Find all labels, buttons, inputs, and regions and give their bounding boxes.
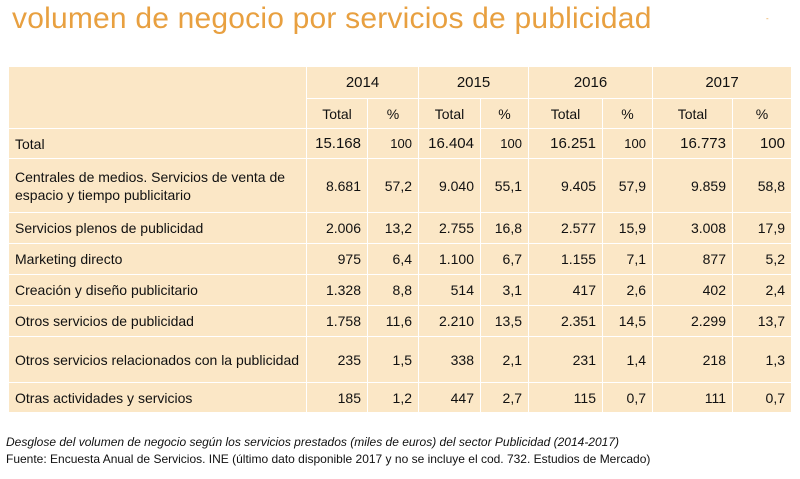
year-header-2015: 2015 <box>418 66 529 99</box>
cell-total-2017: 111 <box>652 382 733 413</box>
cell-total-2016: 115 <box>528 382 603 413</box>
cell-pct-2015: 6,7 <box>480 243 529 275</box>
cell-pct-2017: 2,4 <box>732 274 792 306</box>
row-label: Creación y diseño publicitario <box>8 274 307 306</box>
cell-pct-2016: 2,6 <box>602 274 653 306</box>
cell-total-2014: 975 <box>306 243 368 275</box>
cell-pct-2015: 3,1 <box>480 274 529 306</box>
table-row: Otras actividades y servicios 185 1,2 44… <box>8 382 792 413</box>
cell-pct-2017: 1,3 <box>732 336 792 383</box>
cell-total-2014: 8.681 <box>306 158 368 213</box>
cell-total-2017: 16.773 <box>652 128 733 159</box>
table-row: Creación y diseño publicitario 1.328 8,8… <box>8 274 792 306</box>
cell-pct-2015: 100 <box>480 128 529 159</box>
subheader-total: Total <box>528 98 603 129</box>
cell-pct-2016: 57,9 <box>602 158 653 213</box>
row-label: Marketing directo <box>8 243 307 275</box>
row-label: Centrales de medios. Servicios de venta … <box>8 158 307 213</box>
cell-total-2015: 447 <box>418 382 481 413</box>
cell-total-2014: 1.758 <box>306 305 368 337</box>
cell-total-2017: 9.859 <box>652 158 733 213</box>
cell-total-2016: 16.251 <box>528 128 603 159</box>
subheader-total: Total <box>418 98 481 129</box>
cell-pct-2014: 11,6 <box>367 305 419 337</box>
cell-total-2017: 2.299 <box>652 305 733 337</box>
cell-total-2016: 2.351 <box>528 305 603 337</box>
cell-pct-2015: 16,8 <box>480 212 529 244</box>
row-label: Otras actividades y servicios <box>8 382 307 413</box>
subheader-percent: % <box>367 98 419 129</box>
business-volume-table: 2014 2015 2016 2017 Total % Total % Tota… <box>8 66 792 413</box>
table-caption: Desglose del volumen de negocio según lo… <box>6 435 620 449</box>
table-row: Centrales de medios. Servicios de venta … <box>8 158 792 213</box>
cell-total-2017: 877 <box>652 243 733 275</box>
cell-pct-2015: 13,5 <box>480 305 529 337</box>
cell-total-2015: 2.210 <box>418 305 481 337</box>
subheader-percent: % <box>480 98 529 129</box>
cell-total-2015: 16.404 <box>418 128 481 159</box>
source-note: Fuente: Encuesta Anual de Servicios. INE… <box>6 452 651 466</box>
table-row: Servicios plenos de publicidad 2.006 13,… <box>8 212 792 244</box>
year-header-2014: 2014 <box>306 66 419 99</box>
page-title: volumen de negocio por servicios de publ… <box>12 2 652 35</box>
cell-total-2016: 231 <box>528 336 603 383</box>
cell-pct-2017: 100 <box>732 128 792 159</box>
cell-pct-2014: 13,2 <box>367 212 419 244</box>
cell-pct-2015: 2,7 <box>480 382 529 413</box>
cell-pct-2017: 58,8 <box>732 158 792 213</box>
row-label: Servicios plenos de publicidad <box>8 212 307 244</box>
table-row: Otros servicios de publicidad 1.758 11,6… <box>8 305 792 337</box>
table-row-total: Total 15.168 100 16.404 100 16.251 100 1… <box>8 128 792 159</box>
cell-total-2017: 3.008 <box>652 212 733 244</box>
table-row: Marketing directo 975 6,4 1.100 6,7 1.15… <box>8 243 792 275</box>
cell-total-2015: 2.755 <box>418 212 481 244</box>
cell-total-2016: 9.405 <box>528 158 603 213</box>
cell-pct-2016: 1,4 <box>602 336 653 383</box>
year-header-2017: 2017 <box>652 66 792 99</box>
subheader-percent: % <box>732 98 792 129</box>
cell-total-2017: 402 <box>652 274 733 306</box>
corner-mark: - <box>766 14 769 23</box>
cell-total-2016: 417 <box>528 274 603 306</box>
cell-total-2014: 1.328 <box>306 274 368 306</box>
cell-pct-2014: 1,5 <box>367 336 419 383</box>
subheader-total: Total <box>306 98 368 129</box>
cell-total-2014: 15.168 <box>306 128 368 159</box>
cell-pct-2016: 15,9 <box>602 212 653 244</box>
cell-total-2016: 2.577 <box>528 212 603 244</box>
cell-pct-2014: 6,4 <box>367 243 419 275</box>
cell-total-2014: 185 <box>306 382 368 413</box>
cell-pct-2016: 14,5 <box>602 305 653 337</box>
row-label: Otros servicios de publicidad <box>8 305 307 337</box>
cell-total-2014: 235 <box>306 336 368 383</box>
cell-pct-2014: 8,8 <box>367 274 419 306</box>
cell-pct-2016: 0,7 <box>602 382 653 413</box>
cell-pct-2016: 7,1 <box>602 243 653 275</box>
cell-pct-2014: 57,2 <box>367 158 419 213</box>
cell-total-2015: 1.100 <box>418 243 481 275</box>
cell-total-2017: 218 <box>652 336 733 383</box>
subheader-total: Total <box>652 98 733 129</box>
cell-total-2015: 514 <box>418 274 481 306</box>
cell-pct-2017: 5,2 <box>732 243 792 275</box>
cell-pct-2017: 0,7 <box>732 382 792 413</box>
cell-pct-2017: 17,9 <box>732 212 792 244</box>
table-row: Otros servicios relacionados con la publ… <box>8 336 792 383</box>
cell-pct-2016: 100 <box>602 128 653 159</box>
year-header-2016: 2016 <box>528 66 653 99</box>
row-label: Total <box>8 128 307 159</box>
cell-total-2014: 2.006 <box>306 212 368 244</box>
corner-header-cell <box>8 66 307 129</box>
cell-pct-2014: 100 <box>367 128 419 159</box>
cell-pct-2014: 1,2 <box>367 382 419 413</box>
row-label: Otros servicios relacionados con la publ… <box>8 336 307 383</box>
cell-pct-2017: 13,7 <box>732 305 792 337</box>
cell-total-2016: 1.155 <box>528 243 603 275</box>
cell-pct-2015: 55,1 <box>480 158 529 213</box>
cell-pct-2015: 2,1 <box>480 336 529 383</box>
cell-total-2015: 9.040 <box>418 158 481 213</box>
cell-total-2015: 338 <box>418 336 481 383</box>
subheader-percent: % <box>602 98 653 129</box>
